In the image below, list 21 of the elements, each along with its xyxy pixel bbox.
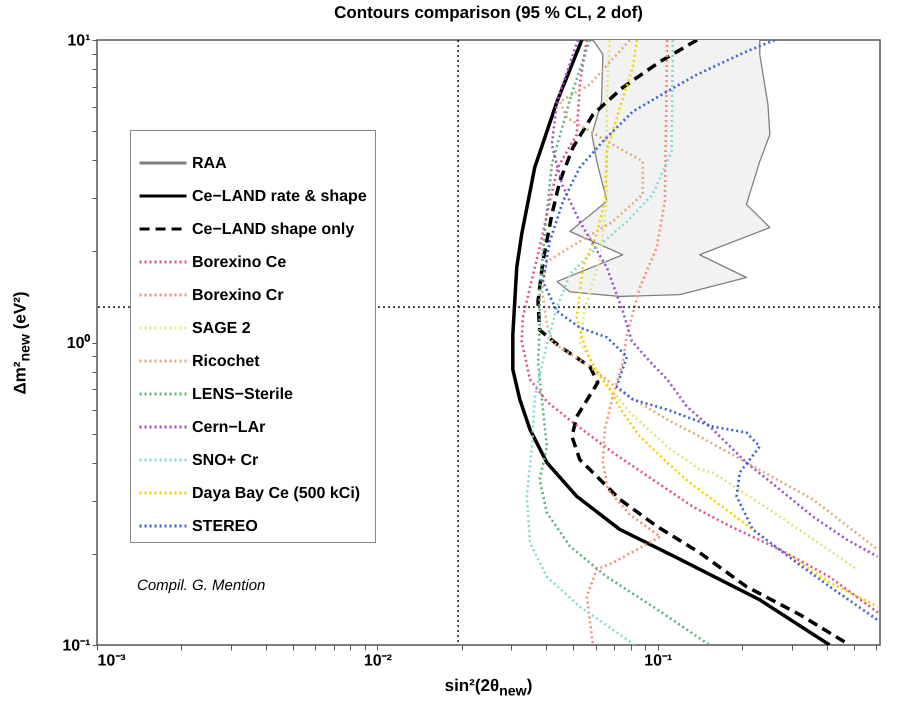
x-tick-label: 10⁻³: [98, 652, 126, 670]
y-tick-label: 10⁻¹: [62, 638, 90, 654]
legend-label: STEREO: [192, 518, 258, 535]
y-tick-label: 10⁰: [66, 334, 90, 352]
legend-label: LENS−Sterile: [192, 386, 294, 403]
legend-label: Borexino Ce: [192, 254, 286, 271]
legend-label: Ce−LAND rate & shape: [192, 188, 367, 205]
legend-label: Ce−LAND shape only: [192, 221, 354, 238]
annotation: Compil. G. Mention: [137, 577, 266, 594]
x-tick-label: 10⁻²: [364, 652, 392, 670]
chart-title: Contours comparison (95 % CL, 2 dof): [334, 3, 643, 22]
legend-label: Daya Bay Ce (500 kCi): [192, 485, 360, 502]
legend-label: Cern−LAr: [192, 419, 266, 436]
y-tick-label: 10¹: [67, 32, 90, 50]
legend-label: Borexino Cr: [192, 287, 284, 304]
legend-label: Ricochet: [192, 353, 260, 370]
legend-label: SNO+ Cr: [192, 452, 258, 469]
x-tick-label: 10⁻¹: [644, 652, 672, 670]
legend-label: RAA: [192, 155, 228, 172]
x-axis-title: sin²(2θ$_{new}$): [444, 676, 532, 700]
legend-label: SAGE 2: [192, 320, 251, 337]
